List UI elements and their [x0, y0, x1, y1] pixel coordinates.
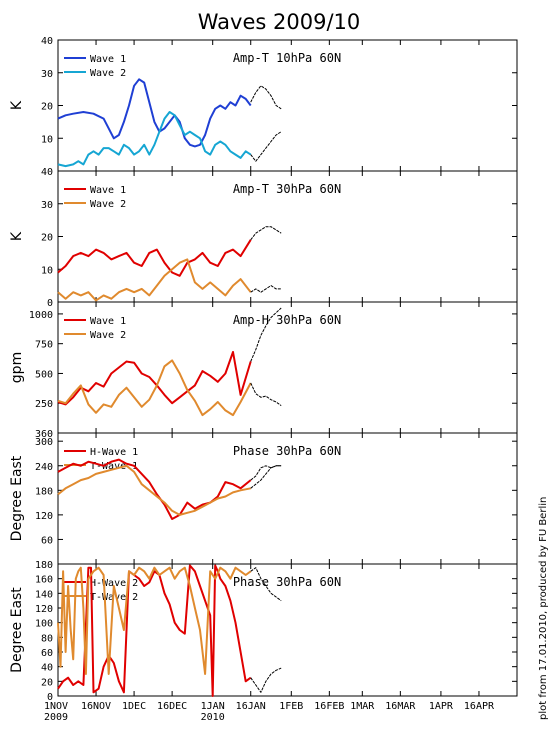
x-tick-year: 2010 — [201, 712, 225, 723]
y-axis-label: Degree East — [9, 455, 25, 541]
y-tick-label: 60 — [41, 648, 53, 659]
panel-5: 0 20 40 60 80 100 120 140 160 180 Degree East Phase… — [9, 560, 518, 703]
y-tick-label: 160 — [35, 575, 53, 586]
y-tick-label: 30 — [41, 69, 53, 80]
x-tick-label: 16DEC — [157, 701, 187, 712]
x-tick-label: 1DEC — [122, 701, 146, 712]
y-tick-label: 20 — [41, 677, 53, 688]
series-line — [57, 359, 252, 417]
x-tick-label: 1FEB — [279, 701, 303, 712]
legend-label: Wave 1 — [90, 54, 126, 65]
y-tick-label: 40 — [41, 36, 53, 47]
y-bottom-label: 360 — [35, 429, 53, 440]
series-line — [57, 458, 252, 520]
y-tick-label: 30 — [41, 200, 53, 211]
y-tick-label: 300 — [35, 437, 53, 448]
y-axis-label: K — [9, 100, 25, 110]
forecast-line — [250, 285, 282, 293]
legend-label: H-Wave 2 — [90, 578, 138, 589]
y-tick-label: 10 — [41, 265, 53, 276]
y-tick-label: 20 — [41, 102, 53, 113]
panel-title: Amp-T 10hPa 60N — [233, 51, 341, 65]
legend-label: Wave 2 — [90, 199, 126, 210]
panel-title: Phase 30hPa 60N — [233, 575, 341, 589]
x-tick-label: 16MAR — [385, 701, 416, 712]
y-tick-label: 140 — [35, 589, 53, 600]
panel-3: 250 500 750 1000 360 gpm Amp-H 30hPa 60N Wave 1… — [9, 301, 518, 440]
forecast-line — [250, 85, 282, 110]
y-axis-label: K — [9, 231, 25, 241]
y-tick-label: 120 — [35, 604, 53, 615]
legend-label: Wave 2 — [90, 68, 126, 79]
y-tick-label: 20 — [41, 233, 53, 244]
y-tick-label: 750 — [35, 340, 53, 351]
y-tick-label: 40 — [41, 663, 53, 674]
y-tick-label: 60 — [41, 535, 53, 546]
y-tick-label: 180 — [35, 486, 53, 497]
panel-title: Amp-T 30hPa 60N — [233, 182, 341, 196]
legend-label: T-Wave 1 — [90, 461, 138, 472]
y-tick-label: 240 — [35, 462, 53, 473]
x-tick-label: 16APR — [464, 701, 495, 712]
x-tick-label: 1JAN — [201, 701, 225, 712]
y-tick-label: 0 — [47, 692, 53, 703]
y-tick-label: 120 — [35, 511, 53, 522]
forecast-line — [250, 667, 282, 693]
x-tick-label: 16NOV — [81, 701, 111, 712]
forecast-line — [250, 131, 282, 162]
x-tick-label: 16FEB — [314, 701, 344, 712]
main-title: Waves 2009/10 — [198, 10, 361, 34]
legend-label: Wave 1 — [90, 185, 126, 196]
y-tick-label: 1000 — [29, 310, 53, 321]
legend-label: Wave 1 — [90, 316, 126, 327]
series-line — [57, 351, 252, 406]
forecast-line — [250, 465, 282, 481]
y-tick-label: 500 — [35, 369, 53, 380]
panel-2: 0 10 20 30 K Amp-T 30hPa 60N Wave 1 Wave 2 — [9, 170, 518, 309]
panel-title: Phase 30hPa 60N — [233, 444, 341, 458]
panel-4: 60 120 180 240 300 Degree East Phase 30hPa 60N… — [9, 432, 518, 565]
y-tick-label: 10 — [41, 134, 53, 145]
y-tick-label: 0 — [47, 298, 53, 309]
forecast-line — [250, 226, 282, 241]
y-tick-label: 100 — [35, 619, 53, 630]
forecast-line — [250, 567, 282, 602]
legend-label: Wave 2 — [90, 330, 126, 341]
x-tick-year: 2009 — [44, 712, 68, 723]
series-line — [57, 566, 252, 675]
x-tick-label: 16JAN — [236, 701, 266, 712]
panel-1: 10 20 30 40 40 K Amp-T 10hPa 60N Wave 1 Wave 2 — [9, 36, 518, 178]
y-axis-label: gpm — [9, 352, 25, 383]
series-line — [57, 258, 252, 302]
y-tick-label: 80 — [41, 633, 53, 644]
x-tick-label: 1MAR — [350, 701, 375, 712]
y-axis-label: Degree East — [9, 587, 25, 673]
series-line — [57, 111, 252, 168]
series-line — [57, 78, 252, 148]
y-tick-label: 180 — [35, 560, 53, 571]
series-line — [57, 464, 251, 516]
legend-label: H-Wave 1 — [90, 447, 138, 458]
x-tick-label: 1APR — [429, 701, 454, 712]
forecast-line — [250, 465, 282, 489]
forecast-line — [250, 382, 282, 407]
credit-text: plot from 17.01.2010, produced by FU Ber… — [538, 497, 549, 720]
series-line — [57, 239, 252, 277]
y-tick-label: 250 — [35, 399, 53, 410]
x-tick-label: 1NOV — [44, 701, 68, 712]
forecast-line — [250, 307, 282, 362]
panel-title: Amp-H 30hPa 60N — [233, 313, 341, 327]
y-bottom-label: 40 — [41, 167, 53, 178]
